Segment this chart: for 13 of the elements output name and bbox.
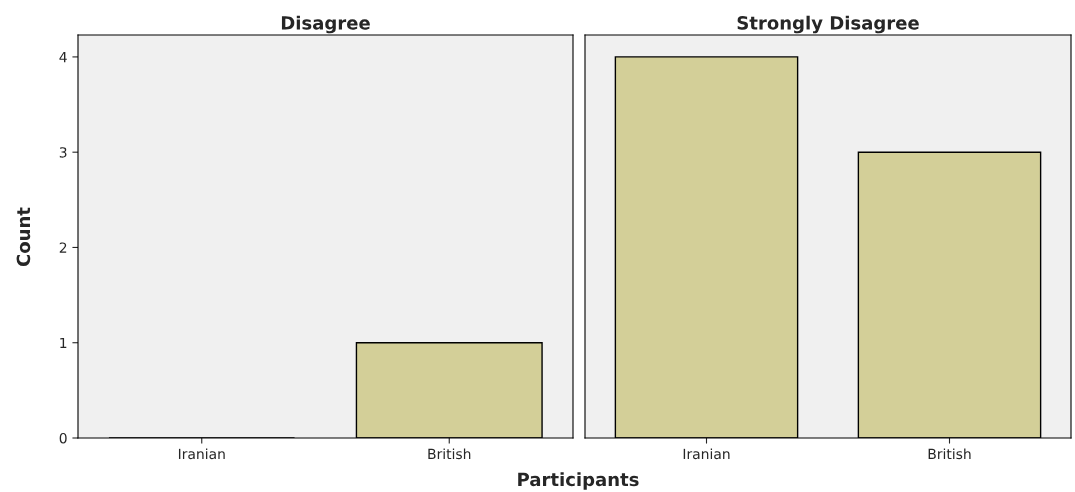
y-tick-label: 4 xyxy=(59,52,67,63)
y-tick-label: 3 xyxy=(59,147,67,158)
x-tick-label: Iranian xyxy=(178,448,225,460)
y-axis-title: Count xyxy=(16,207,31,267)
x-axis-title: Participants xyxy=(518,472,639,490)
x-tick-label: British xyxy=(928,448,971,460)
x-tick-label: British xyxy=(428,448,471,460)
y-tick-label: 0 xyxy=(59,432,67,444)
chart-title: Strongly Disagree xyxy=(737,15,919,34)
x-tick-label: Iranian xyxy=(683,448,730,460)
y-tick-label: 1 xyxy=(60,337,67,348)
y-tick-label: 2 xyxy=(59,242,67,253)
chart-title: Disagree xyxy=(281,15,370,34)
